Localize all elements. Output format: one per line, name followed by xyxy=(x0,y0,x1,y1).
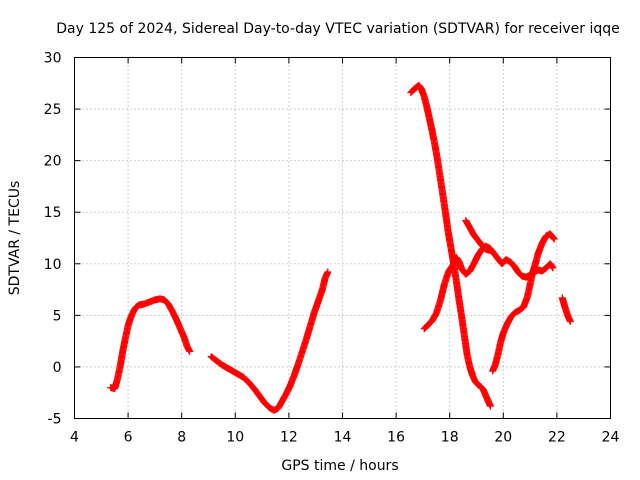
x-tick-label: 22 xyxy=(548,430,566,446)
x-tick-label: 4 xyxy=(70,430,79,446)
data-points xyxy=(107,81,574,414)
y-tick-label: 5 xyxy=(53,308,62,324)
x-tick-label: 12 xyxy=(280,430,298,446)
x-tick-label: 16 xyxy=(387,430,405,446)
x-tick-label: 20 xyxy=(494,430,512,446)
x-tick-label: 24 xyxy=(602,430,620,446)
y-tick-label: 0 xyxy=(53,360,62,376)
y-tick-label: -5 xyxy=(48,412,62,428)
data-point xyxy=(486,402,494,410)
chart-title: Day 125 of 2024, Sidereal Day-to-day VTE… xyxy=(56,21,620,37)
series-arc-2 xyxy=(207,268,332,414)
series-arc-1 xyxy=(107,295,194,393)
data-point xyxy=(566,318,574,326)
series-arc-7 xyxy=(558,294,574,326)
grid-lines xyxy=(74,57,611,419)
y-tick-label: 30 xyxy=(44,51,62,67)
data-point xyxy=(550,235,558,243)
y-tick-label: 10 xyxy=(44,257,62,273)
y-tick-labels: -5 0 5 10 15 20 25 30 xyxy=(44,51,62,428)
y-tick-label: 15 xyxy=(44,205,62,221)
data-point xyxy=(550,234,558,242)
data-point xyxy=(549,264,557,272)
x-tick-label: 6 xyxy=(124,430,133,446)
x-tick-labels: 4 6 8 10 12 14 16 18 20 22 24 xyxy=(70,430,619,446)
series-arc-3 xyxy=(407,81,494,410)
axis-ticks xyxy=(74,57,611,419)
series-arc-4 xyxy=(420,242,557,333)
series-arc-6 xyxy=(489,230,558,375)
data-point xyxy=(486,246,494,254)
y-tick-label: 20 xyxy=(44,154,62,170)
x-tick-label: 18 xyxy=(441,430,459,446)
y-axis-label: SDTVAR / TECUs xyxy=(7,181,23,296)
x-tick-label: 8 xyxy=(177,430,186,446)
x-tick-label: 10 xyxy=(226,430,244,446)
x-tick-label: 14 xyxy=(334,430,352,446)
y-tick-label: 25 xyxy=(44,102,62,118)
series-arc-5 xyxy=(462,216,494,254)
data-point xyxy=(186,347,194,355)
data-point xyxy=(324,268,332,276)
x-axis-label: GPS time / hours xyxy=(281,458,398,474)
data-point xyxy=(549,233,557,241)
